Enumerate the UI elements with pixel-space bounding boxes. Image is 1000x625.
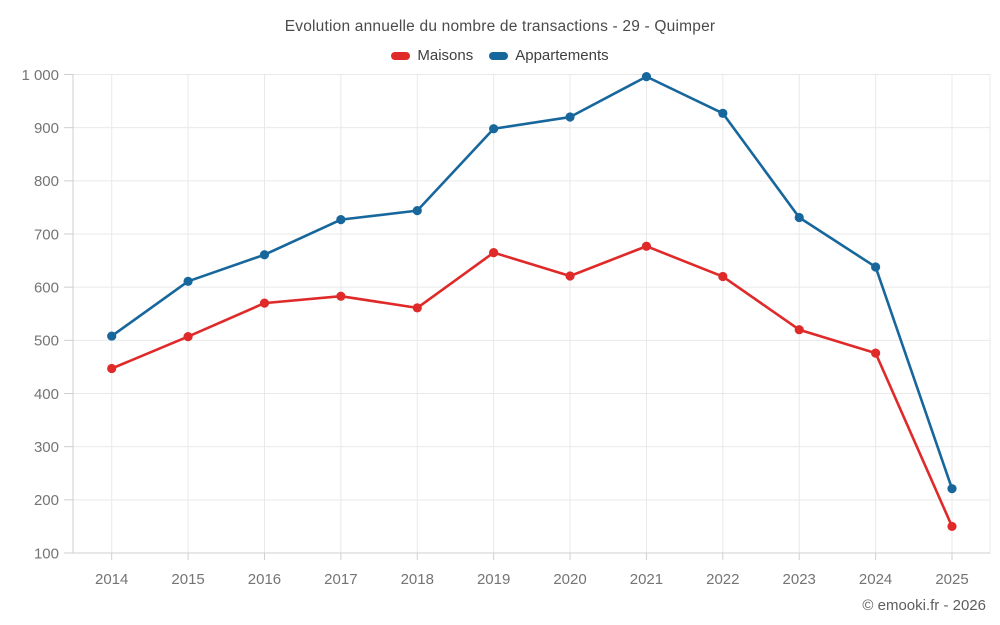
appartements-point-2024[interactable] (871, 262, 881, 272)
copyright-footer: © emooki.fr - 2026 (862, 597, 986, 614)
maisons-point-2025[interactable] (947, 521, 957, 532)
appartements-point-2021[interactable] (641, 72, 652, 82)
maisons-point-2023[interactable] (794, 325, 804, 335)
y-tick-label: 500 (34, 333, 59, 350)
y-tick-label: 700 (34, 226, 59, 243)
appartements-legend-swatch (489, 51, 509, 60)
legend-item-appartements[interactable]: Appartements (489, 47, 609, 64)
maisons-point-2016[interactable] (259, 298, 270, 308)
appartements-line (110, 75, 954, 490)
x-tick-label: 2021 (630, 571, 663, 588)
legend-item-maisons[interactable]: Maisons (391, 47, 473, 64)
appartements-point-2022[interactable] (718, 108, 728, 118)
y-tick-label: 900 (34, 120, 59, 137)
maisons-point-2014[interactable] (107, 363, 117, 374)
x-tick-label: 2014 (95, 571, 128, 588)
maisons-point-2022[interactable] (718, 271, 728, 282)
x-tick-label: 2024 (859, 571, 892, 588)
maisons-point-2017[interactable] (336, 291, 346, 301)
y-tick-label: 300 (34, 439, 59, 456)
appartements-point-2020[interactable] (565, 112, 575, 122)
x-tick-label: 2023 (783, 571, 816, 588)
x-tick-label: 2022 (706, 571, 739, 588)
series (107, 72, 957, 532)
y-tick-label: 600 (34, 279, 59, 296)
maisons-line (110, 244, 954, 528)
appartements-point-2017[interactable] (336, 215, 346, 225)
y-tick-label: 400 (34, 386, 59, 403)
axis-ticks (64, 74, 953, 560)
x-tick-label: 2025 (935, 571, 968, 588)
appartements-point-2025[interactable] (947, 484, 957, 494)
x-tick-label: 2019 (477, 571, 510, 588)
x-tick-label: 2018 (401, 571, 434, 588)
axes (72, 74, 990, 554)
axis-labels: 100 200 300 400 500 600 700 800 900 1 000 2014 2015… (21, 67, 968, 588)
x-tick-label: 2020 (553, 571, 586, 588)
appartements-legend-label: Appartements (515, 47, 609, 64)
y-tick-label: 100 (34, 545, 59, 562)
x-tick-label: 2015 (171, 571, 204, 588)
appartements-point-2016[interactable] (259, 250, 270, 260)
maisons-point-2018[interactable] (412, 303, 422, 313)
appartements-point-2015[interactable] (183, 276, 193, 286)
gridlines (73, 74, 991, 553)
x-tick-label: 2016 (248, 571, 281, 588)
maisons-point-2021[interactable] (641, 241, 652, 251)
chart-title: Evolution annuelle du nombre de transact… (284, 18, 716, 35)
appartements-point-2018[interactable] (412, 206, 422, 216)
maisons-legend-label: Maisons (417, 47, 474, 64)
appartements-point-2014[interactable] (107, 331, 117, 341)
maisons-point-2020[interactable] (565, 271, 575, 281)
y-tick-label: 200 (34, 492, 59, 509)
maisons-point-2024[interactable] (871, 348, 881, 358)
appartements-point-2019[interactable] (489, 124, 499, 134)
x-tick-label: 2017 (324, 571, 357, 588)
maisons-legend-swatch (391, 51, 411, 60)
y-tick-label: 1 000 (21, 67, 59, 84)
chart-legend: Maisons Appartements (0, 47, 1000, 64)
appartements-point-2023[interactable] (794, 212, 804, 223)
y-tick-label: 800 (34, 173, 59, 190)
maisons-point-2015[interactable] (183, 332, 193, 342)
maisons-point-2019[interactable] (489, 248, 499, 258)
